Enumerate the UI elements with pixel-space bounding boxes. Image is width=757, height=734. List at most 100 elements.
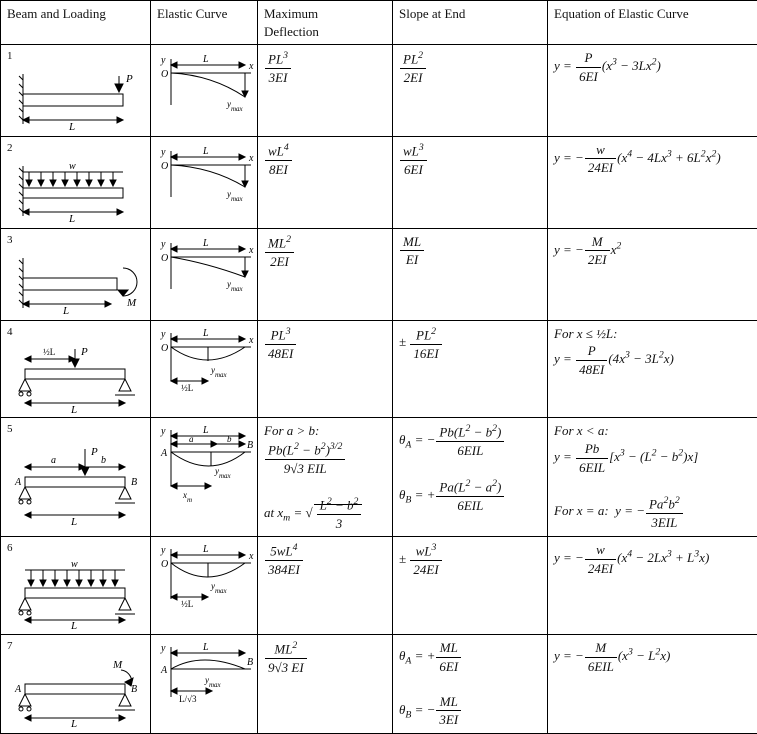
svg-text:L: L — [70, 620, 77, 630]
svg-text:x: x — [248, 61, 254, 72]
cell-deflection-3: ML22EI — [258, 228, 393, 320]
cell-equation-7: y = −M6EIL(x3 − L2x) — [548, 635, 757, 734]
svg-text:L: L — [202, 146, 209, 157]
svg-text:P: P — [125, 73, 133, 85]
cell-curve-1: y O x ymax L — [151, 45, 258, 137]
svg-text:y: y — [160, 426, 166, 437]
svg-text:B: B — [131, 477, 137, 488]
cell-equation-4: For x ≤ ½L: y = P48EI(4x3 − 3L2x) — [548, 320, 757, 418]
cell-loading-3: 3 M L — [1, 228, 151, 320]
cell-loading-4: 4 P ½L L — [1, 320, 151, 418]
svg-text:P: P — [80, 346, 88, 358]
svg-text:y: y — [160, 545, 166, 556]
row-number: 6 — [7, 541, 144, 556]
svg-text:y: y — [160, 55, 166, 66]
cell-loading-2: 2 w L — [1, 136, 151, 228]
svg-text:b: b — [227, 434, 232, 444]
svg-text:O: O — [161, 253, 168, 264]
col-slope-at-end: Slope at End — [393, 1, 548, 45]
svg-text:O: O — [161, 69, 168, 80]
svg-text:xm: xm — [182, 490, 192, 504]
svg-text:O: O — [161, 559, 168, 570]
loading-diagram-5: A B P a b L — [11, 439, 141, 527]
svg-text:w: w — [69, 161, 76, 172]
cell-slope-6: ± wL324EI — [393, 537, 548, 635]
elastic-curve-5: y A B ymax L a b xm — [157, 422, 257, 510]
loading-diagram-3: M L — [11, 250, 141, 316]
svg-text:L: L — [202, 54, 209, 65]
svg-text:ymax: ymax — [226, 99, 244, 113]
elastic-curve-2: y O x ymax L — [157, 141, 257, 207]
svg-text:b: b — [101, 455, 106, 466]
loading-diagram-6: w L — [11, 558, 141, 630]
cell-curve-2: y O x ymax L — [151, 136, 258, 228]
cell-deflection-5: For a > b: Pb(L2 − b2)3/29√3 EIL at xm =… — [258, 418, 393, 537]
loading-diagram-7: A B M L — [11, 656, 141, 728]
cell-slope-1: PL22EI — [393, 45, 548, 137]
svg-text:L: L — [70, 516, 77, 527]
svg-text:x: x — [248, 551, 254, 562]
svg-text:x: x — [248, 245, 254, 256]
svg-text:½L: ½L — [181, 599, 193, 609]
cell-curve-3: y O x ymax L — [151, 228, 258, 320]
col-beam-loading: Beam and Loading — [1, 1, 151, 45]
svg-text:½L: ½L — [43, 347, 55, 357]
elastic-curve-4: y O x ymax L ½L — [157, 325, 257, 397]
svg-text:M: M — [126, 297, 137, 309]
svg-text:B: B — [247, 657, 253, 668]
svg-text:L: L — [70, 718, 77, 728]
cell-equation-2: y = −w24EI(x4 − 4Lx3 + 6L2x2) — [548, 136, 757, 228]
cell-equation-1: y = P6EI(x3 − 3Lx2) — [548, 45, 757, 137]
svg-text:O: O — [161, 161, 168, 172]
cell-loading-1: 1 P L — [1, 45, 151, 137]
svg-text:B: B — [247, 440, 253, 451]
svg-text:L: L — [202, 544, 209, 555]
loading-diagram-4: P ½L L — [11, 341, 141, 413]
cell-curve-7: y A B ymax L L/√3 — [151, 635, 258, 734]
cell-equation-6: y = −w24EI(x4 − 2Lx3 + L3x) — [548, 537, 757, 635]
row-number: 5 — [7, 422, 144, 437]
svg-text:a: a — [189, 434, 194, 444]
col-elastic-curve: Elastic Curve — [151, 1, 258, 45]
col-max-deflection: MaximumDeflection — [258, 1, 393, 45]
svg-text:L: L — [202, 238, 209, 249]
svg-text:L: L — [202, 328, 209, 339]
cell-deflection-1: PL33EI — [258, 45, 393, 137]
table-row: 3 M L y — [1, 228, 757, 320]
loading-diagram-1: P L — [11, 66, 141, 132]
svg-text:ymax: ymax — [214, 466, 232, 480]
svg-text:B: B — [131, 684, 137, 695]
svg-text:M: M — [112, 659, 123, 671]
cell-deflection-4: PL348EI — [258, 320, 393, 418]
svg-text:L: L — [70, 404, 77, 413]
row-number: 4 — [7, 325, 144, 340]
svg-text:L: L — [62, 305, 69, 316]
svg-text:L: L — [68, 121, 75, 132]
cell-deflection-6: 5wL4384EI — [258, 537, 393, 635]
svg-text:a: a — [51, 455, 56, 466]
row-number: 2 — [7, 141, 144, 156]
cell-slope-7: θA = +ML6EI θB = −ML3EI — [393, 635, 548, 734]
row-number: 1 — [7, 49, 144, 64]
svg-text:y: y — [160, 239, 166, 250]
svg-text:L: L — [202, 642, 209, 653]
cell-equation-5: For x < a: y = Pb6EIL[x3 − (L2 − b2)x] F… — [548, 418, 757, 537]
svg-text:y: y — [160, 329, 166, 340]
svg-text:L: L — [68, 213, 75, 224]
cell-curve-4: y O x ymax L ½L — [151, 320, 258, 418]
cell-loading-5: 5 A B P a b L — [1, 418, 151, 537]
cell-slope-5: θA = −Pb(L2 − b2)6EIL θB = +Pa(L2 − a2)6… — [393, 418, 548, 537]
col-equation: Equation of Elastic Curve — [548, 1, 757, 45]
table-row: 6 w L — [1, 537, 757, 635]
table-row: 7 A B M L — [1, 635, 757, 734]
svg-text:L: L — [202, 425, 209, 436]
cell-slope-3: MLEI — [393, 228, 548, 320]
svg-text:L/√3: L/√3 — [179, 694, 197, 704]
svg-text:x: x — [248, 153, 254, 164]
svg-text:O: O — [161, 343, 168, 354]
cell-curve-6: y O x ymax L ½L — [151, 537, 258, 635]
elastic-curve-7: y A B ymax L L/√3 — [157, 639, 257, 711]
cell-curve-5: y A B ymax L a b xm — [151, 418, 258, 537]
cell-loading-6: 6 w L — [1, 537, 151, 635]
beam-deflection-table: Beam and Loading Elastic Curve MaximumDe… — [0, 0, 757, 734]
